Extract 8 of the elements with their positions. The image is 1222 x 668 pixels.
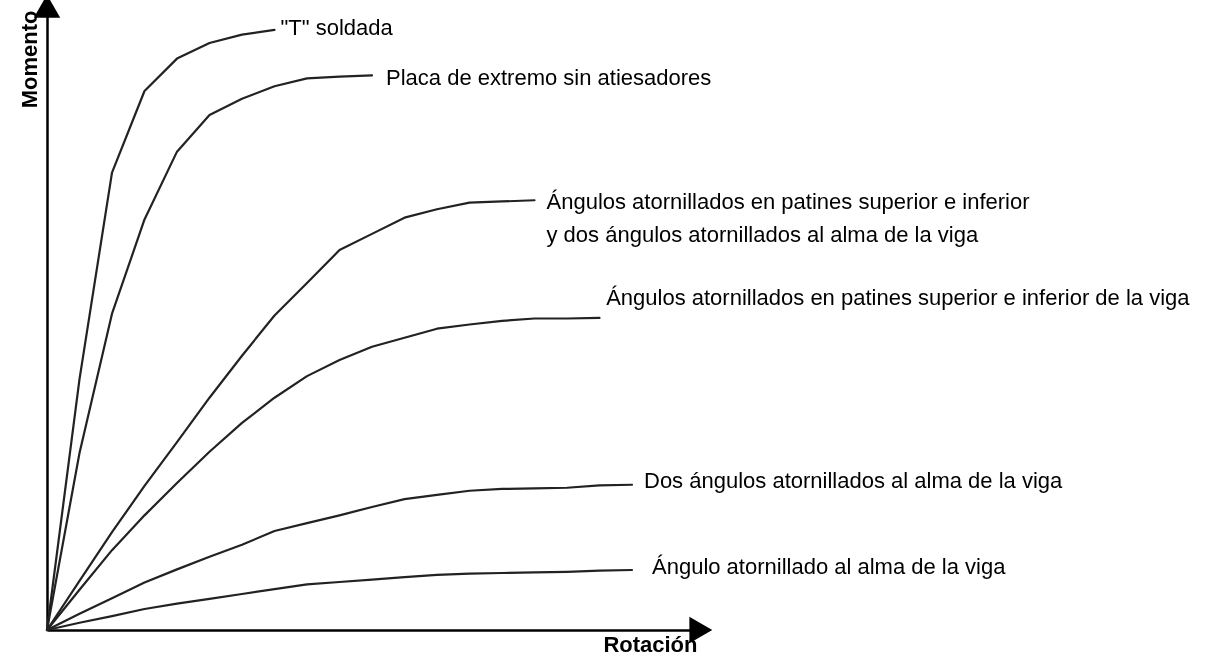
series-label: "T" soldada <box>280 14 394 40</box>
series-label: Ángulos atornillados en patines superior e inferior y dos ángulos atornillados al alma de la viga <box>546 189 1030 248</box>
series-label: Dos ángulos atornillados al alma de la viga <box>644 467 1064 493</box>
series-label: Placa de extremo sin atiesadores <box>386 65 712 91</box>
x-axis-title: Rotación <box>603 631 698 657</box>
y-axis-title: Momento <box>16 10 42 109</box>
series-label: Ángulo atornillado al alma de la viga <box>652 553 1007 579</box>
series-label: Ángulos atornillados en patines superior e inferior de la viga <box>606 284 1191 310</box>
